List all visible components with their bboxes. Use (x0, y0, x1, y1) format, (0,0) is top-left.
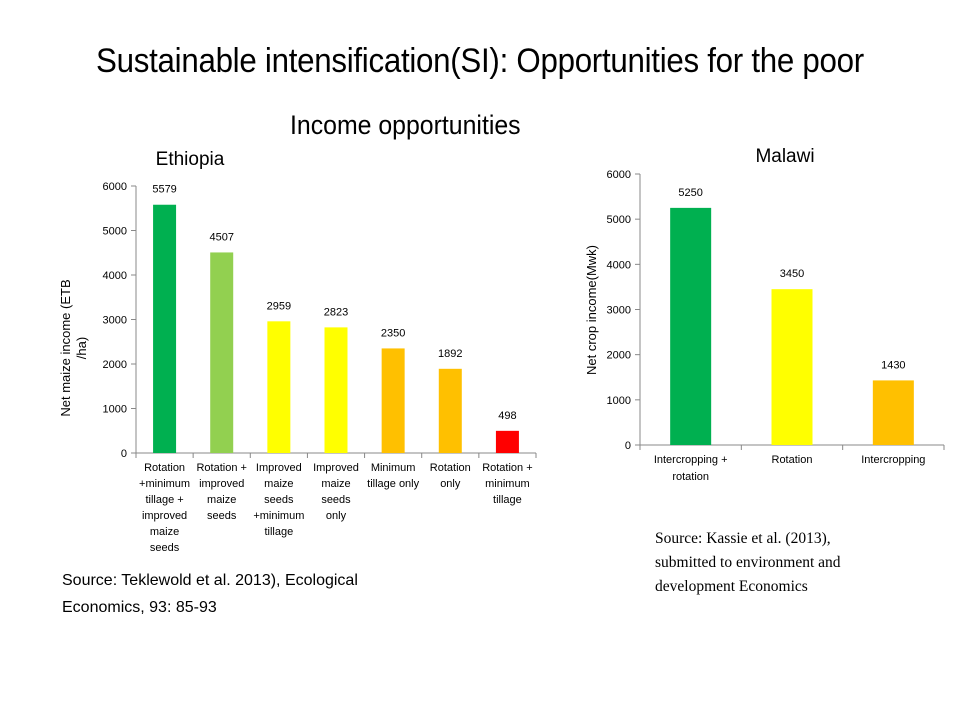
ethiopia-category-label: only (440, 478, 461, 490)
ethiopia-category-label: only (326, 510, 347, 522)
malawi-category-label: Rotation (772, 454, 813, 466)
ethiopia-y-tick-label: 3000 (103, 315, 127, 327)
malawi-y-tick-label: 0 (625, 440, 631, 452)
malawi-data-label: 1430 (881, 359, 905, 371)
source-right-line-1: Source: Kassie et al. (2013), (655, 530, 831, 547)
ethiopia-category-label: improved (142, 510, 187, 522)
malawi-data-label: 3450 (780, 268, 804, 280)
ethiopia-category-label: Improved (256, 462, 302, 474)
source-left-line-1: Source: Teklewold et al. 2013), Ecologic… (62, 572, 358, 589)
ethiopia-bar (267, 321, 291, 453)
ethiopia-category-label: maize (150, 526, 179, 538)
ethiopia-category-label: Minimum (371, 462, 416, 474)
ethiopia-category-label: maize (264, 478, 293, 490)
ethiopia-bar (381, 348, 405, 453)
ethiopia-data-label: 498 (498, 410, 516, 422)
source-right-line-2: submitted to environment and (655, 554, 841, 571)
ethiopia-category-label: Improved (313, 462, 359, 474)
ethiopia-category-label: Rotation (430, 462, 471, 474)
ethiopia-category-label: minimum (485, 478, 530, 490)
ethiopia-category-label: Rotation + (482, 462, 532, 474)
source-right: Source: Kassie et al. (2013), submitted … (655, 527, 841, 599)
ethiopia-category-label: maize (207, 494, 236, 506)
ethiopia-category-label: maize (321, 478, 350, 490)
malawi-y-tick-label: 1000 (607, 395, 631, 407)
malawi-bar (670, 207, 712, 445)
ethiopia-bar (438, 368, 462, 453)
ethiopia-y-axis-label: Net maize income (ETB (58, 279, 73, 416)
malawi-chart-title: Malawi (755, 146, 814, 167)
slide-subtitle: Income opportunities (290, 110, 521, 140)
ethiopia-y-tick-label: 2000 (103, 359, 127, 371)
source-left-line-2: Economics, 93: 85-93 (62, 599, 217, 616)
malawi-category-label: Intercropping (861, 454, 925, 466)
ethiopia-bar (495, 430, 519, 453)
ethiopia-y-tick-label: 0 (121, 448, 127, 460)
ethiopia-data-label: 2350 (381, 327, 405, 339)
malawi-category-label: rotation (672, 471, 709, 483)
malawi-y-axis-label: Net crop income(Mwk) (584, 245, 599, 375)
ethiopia-bar (153, 204, 177, 453)
malawi-category-label: Intercropping + (654, 454, 728, 466)
slide-title: Sustainable intensification(SI): Opportu… (96, 42, 864, 80)
ethiopia-data-label: 5579 (152, 184, 176, 196)
ethiopia-category-label: tillage (264, 526, 293, 538)
ethiopia-y-tick-label: 5000 (103, 226, 127, 238)
ethiopia-y-tick-label: 1000 (103, 404, 127, 416)
malawi-bar (771, 289, 813, 445)
malawi-y-tick-label: 4000 (607, 259, 631, 271)
ethiopia-category-label: tillage + (145, 494, 183, 506)
ethiopia-bar (324, 327, 348, 453)
malawi-y-tick-label: 3000 (607, 305, 631, 317)
malawi-data-label: 5250 (678, 187, 702, 199)
ethiopia-category-label: seeds (264, 494, 294, 506)
ethiopia-category-label: seeds (207, 510, 237, 522)
malawi-y-tick-label: 2000 (607, 350, 631, 362)
ethiopia-category-label: seeds (321, 494, 351, 506)
ethiopia-bar (210, 252, 234, 453)
ethiopia-category-label: tillage only (367, 478, 419, 490)
ethiopia-category-label: Rotation (144, 462, 185, 474)
malawi-y-tick-label: 5000 (607, 214, 631, 226)
ethiopia-category-label: +minimum (253, 510, 304, 522)
ethiopia-category-label: tillage (493, 494, 522, 506)
ethiopia-category-label: improved (199, 478, 244, 490)
malawi-bar (872, 380, 914, 445)
ethiopia-chart-title: Ethiopia (156, 149, 225, 170)
ethiopia-category-label: +minimum (139, 478, 190, 490)
ethiopia-data-label: 4507 (209, 231, 233, 243)
ethiopia-category-label: seeds (150, 542, 180, 554)
ethiopia-y-axis-label: /ha) (74, 337, 89, 359)
ethiopia-data-label: 2959 (267, 300, 291, 312)
source-right-line-3: development Economics (655, 578, 808, 595)
ethiopia-y-tick-label: 6000 (103, 181, 127, 193)
ethiopia-data-label: 2823 (324, 306, 348, 318)
malawi-y-tick-label: 6000 (607, 169, 631, 181)
ethiopia-y-tick-label: 4000 (103, 270, 127, 282)
source-left: Source: Teklewold et al. 2013), Ecologic… (62, 567, 358, 621)
ethiopia-data-label: 1892 (438, 348, 462, 360)
ethiopia-category-label: Rotation + (196, 462, 246, 474)
